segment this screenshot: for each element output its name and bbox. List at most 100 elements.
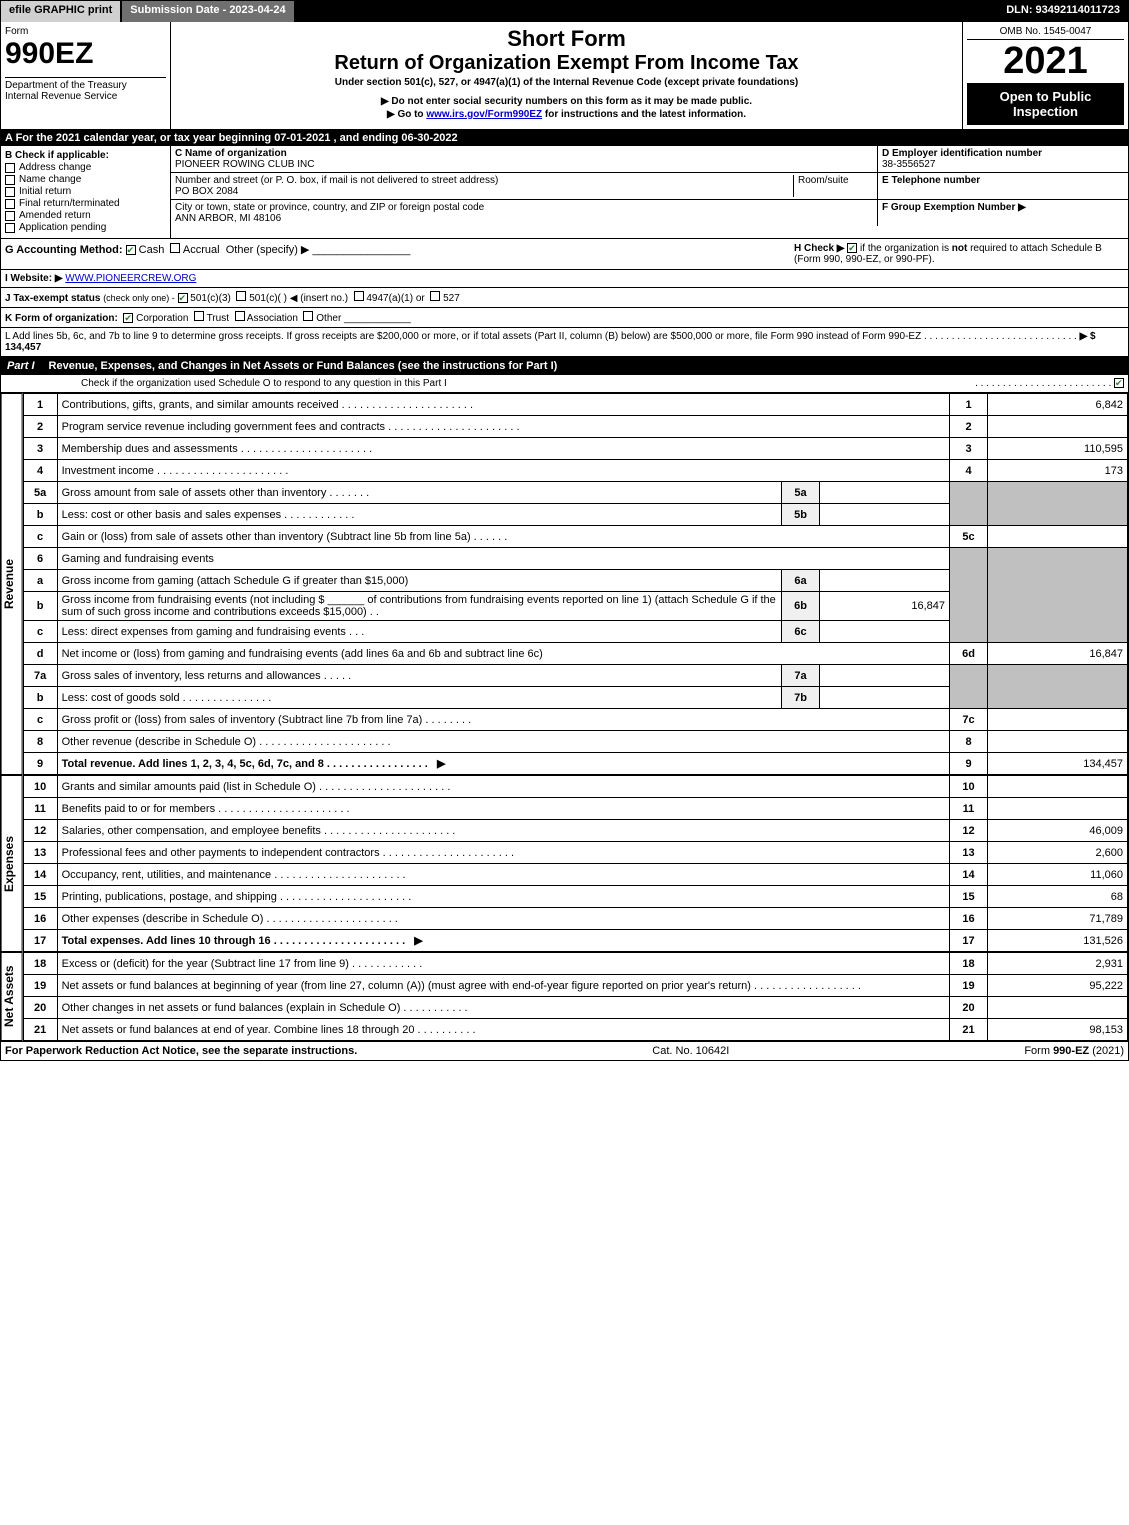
net-assets-label: Net Assets bbox=[1, 952, 23, 1041]
line-6b-subval: 16,847 bbox=[820, 592, 950, 621]
cb-501c[interactable] bbox=[236, 291, 246, 301]
h-text3: (Form 990, 990-EZ, or 990-PF). bbox=[794, 254, 935, 265]
line-4-val: 173 bbox=[988, 460, 1128, 482]
cb-cash[interactable] bbox=[126, 245, 136, 255]
lbl-527: 527 bbox=[443, 293, 460, 304]
expenses-table: 10Grants and similar amounts paid (list … bbox=[23, 775, 1128, 952]
lbl-amended-return: Amended return bbox=[19, 210, 91, 221]
k-label: K Form of organization: bbox=[5, 313, 118, 324]
footer-right: Form 990-EZ (2021) bbox=[1024, 1045, 1124, 1057]
line-6d-desc: Net income or (loss) from gaming and fun… bbox=[62, 648, 543, 660]
footer: For Paperwork Reduction Act Notice, see … bbox=[1, 1041, 1128, 1060]
subtitle-3: ▶ Go to www.irs.gov/Form990EZ for instru… bbox=[175, 109, 958, 120]
lbl-association: Association bbox=[247, 313, 298, 324]
e-label: E Telephone number bbox=[882, 175, 980, 186]
line-15-desc: Printing, publications, postage, and shi… bbox=[62, 891, 277, 903]
line-11-val bbox=[988, 798, 1128, 820]
line-10: 10Grants and similar amounts paid (list … bbox=[23, 776, 1127, 798]
l-text: L Add lines 5b, 6c, and 7b to line 9 to … bbox=[5, 331, 921, 342]
lbl-trust: Trust bbox=[207, 313, 229, 324]
lbl-cash: Cash bbox=[139, 244, 165, 256]
cb-name-change[interactable] bbox=[5, 175, 15, 185]
street-value: PO BOX 2084 bbox=[175, 186, 238, 197]
title-main: Return of Organization Exempt From Incom… bbox=[175, 52, 958, 75]
j-label: J Tax-exempt status bbox=[5, 293, 100, 304]
g-block: G Accounting Method: Cash Accrual Other … bbox=[5, 243, 410, 265]
line-14-desc: Occupancy, rent, utilities, and maintena… bbox=[62, 869, 272, 881]
website-link[interactable]: WWW.PIONEERCREW.ORG bbox=[65, 273, 196, 284]
h-not: not bbox=[952, 243, 968, 254]
header-center: Short Form Return of Organization Exempt… bbox=[171, 22, 963, 129]
line-6a-desc: Gross income from gaming (attach Schedul… bbox=[62, 575, 409, 587]
line-21-desc: Net assets or fund balances at end of ye… bbox=[62, 1024, 415, 1036]
net-assets-section: Net Assets 18Excess or (deficit) for the… bbox=[1, 952, 1128, 1041]
cb-schedule-b-not-required[interactable] bbox=[847, 243, 857, 253]
lbl-501c3: 501(c)(3) bbox=[190, 293, 231, 304]
line-17-val: 131,526 bbox=[988, 930, 1128, 952]
cb-schedule-o[interactable] bbox=[1114, 378, 1124, 388]
cb-527[interactable] bbox=[430, 291, 440, 301]
cb-accrual[interactable] bbox=[170, 243, 180, 253]
line-5b-desc: Less: cost or other basis and sales expe… bbox=[62, 509, 282, 521]
cb-corporation[interactable] bbox=[123, 313, 133, 323]
form-number: 990EZ bbox=[5, 37, 166, 71]
line-8-val bbox=[988, 731, 1128, 753]
line-21: 21Net assets or fund balances at end of … bbox=[23, 1019, 1127, 1041]
line-13-val: 2,600 bbox=[988, 842, 1128, 864]
h-label: H Check ▶ bbox=[794, 243, 844, 254]
cb-trust[interactable] bbox=[194, 311, 204, 321]
footer-left: For Paperwork Reduction Act Notice, see … bbox=[5, 1045, 357, 1057]
f-label: F Group Exemption Number ▶ bbox=[882, 202, 1026, 213]
form-word: Form bbox=[5, 26, 166, 37]
subtitle-1: Under section 501(c), 527, or 4947(a)(1)… bbox=[175, 77, 958, 88]
cb-501c3[interactable] bbox=[178, 293, 188, 303]
cb-initial-return[interactable] bbox=[5, 187, 15, 197]
dept-treasury: Department of the Treasury bbox=[5, 80, 127, 91]
line-16: 16Other expenses (describe in Schedule O… bbox=[23, 908, 1127, 930]
revenue-section: Revenue 1Contributions, gifts, grants, a… bbox=[1, 393, 1128, 775]
c-city-label: City or town, state or province, country… bbox=[175, 202, 484, 213]
header-right: OMB No. 1545-0047 2021 Open to Public In… bbox=[963, 22, 1128, 129]
line-1-val: 6,842 bbox=[988, 394, 1128, 416]
cb-final-return[interactable] bbox=[5, 199, 15, 209]
lbl-corporation: Corporation bbox=[136, 313, 188, 324]
line-7b-desc: Less: cost of goods sold bbox=[62, 692, 180, 704]
line-7c-val bbox=[988, 709, 1128, 731]
lbl-other-method: Other (specify) ▶ bbox=[226, 244, 310, 256]
line-11: 11Benefits paid to or for members 11 bbox=[23, 798, 1127, 820]
info-block: B Check if applicable: Address change Na… bbox=[1, 146, 1128, 239]
title-short: Short Form bbox=[175, 26, 958, 52]
i-label: I Website: ▶ bbox=[5, 273, 63, 284]
section-k: K Form of organization: Corporation Trus… bbox=[1, 308, 1128, 328]
cb-4947[interactable] bbox=[354, 291, 364, 301]
irs-link[interactable]: www.irs.gov/Form990EZ bbox=[426, 109, 542, 120]
cb-other-org[interactable] bbox=[303, 311, 313, 321]
dln: DLN: 93492114011723 bbox=[998, 1, 1128, 22]
cb-application-pending[interactable] bbox=[5, 223, 15, 233]
line-19: 19Net assets or fund balances at beginni… bbox=[23, 975, 1127, 997]
lbl-other-org: Other bbox=[316, 313, 341, 324]
line-12-desc: Salaries, other compensation, and employ… bbox=[62, 825, 321, 837]
c-name-label: C Name of organization bbox=[175, 148, 287, 159]
line-7b-subval bbox=[820, 687, 950, 709]
line-5c-desc: Gain or (loss) from sale of assets other… bbox=[62, 531, 471, 543]
line-11-desc: Benefits paid to or for members bbox=[62, 803, 215, 815]
line-7a-desc: Gross sales of inventory, less returns a… bbox=[62, 670, 321, 682]
f-block: F Group Exemption Number ▶ bbox=[878, 200, 1128, 226]
c-name-block: C Name of organization PIONEER ROWING CL… bbox=[171, 146, 878, 172]
line-6c-subval bbox=[820, 621, 950, 643]
h-block: H Check ▶ if the organization is not req… bbox=[794, 243, 1124, 265]
line-1: 1Contributions, gifts, grants, and simil… bbox=[23, 394, 1127, 416]
line-13-desc: Professional fees and other payments to … bbox=[62, 847, 380, 859]
line-2: 2Program service revenue including gover… bbox=[23, 416, 1127, 438]
line-7c: cGross profit or (loss) from sales of in… bbox=[23, 709, 1127, 731]
cb-association[interactable] bbox=[235, 311, 245, 321]
form-990ez: efile GRAPHIC print Submission Date - 20… bbox=[0, 0, 1129, 1061]
c-city-block: City or town, state or province, country… bbox=[171, 200, 878, 226]
room-label: Room/suite bbox=[798, 175, 849, 186]
cb-amended-return[interactable] bbox=[5, 211, 15, 221]
line-6d: dNet income or (loss) from gaming and fu… bbox=[23, 643, 1127, 665]
efile-print-button[interactable]: efile GRAPHIC print bbox=[1, 1, 122, 22]
line-6-desc: Gaming and fundraising events bbox=[57, 548, 949, 570]
cb-address-change[interactable] bbox=[5, 163, 15, 173]
